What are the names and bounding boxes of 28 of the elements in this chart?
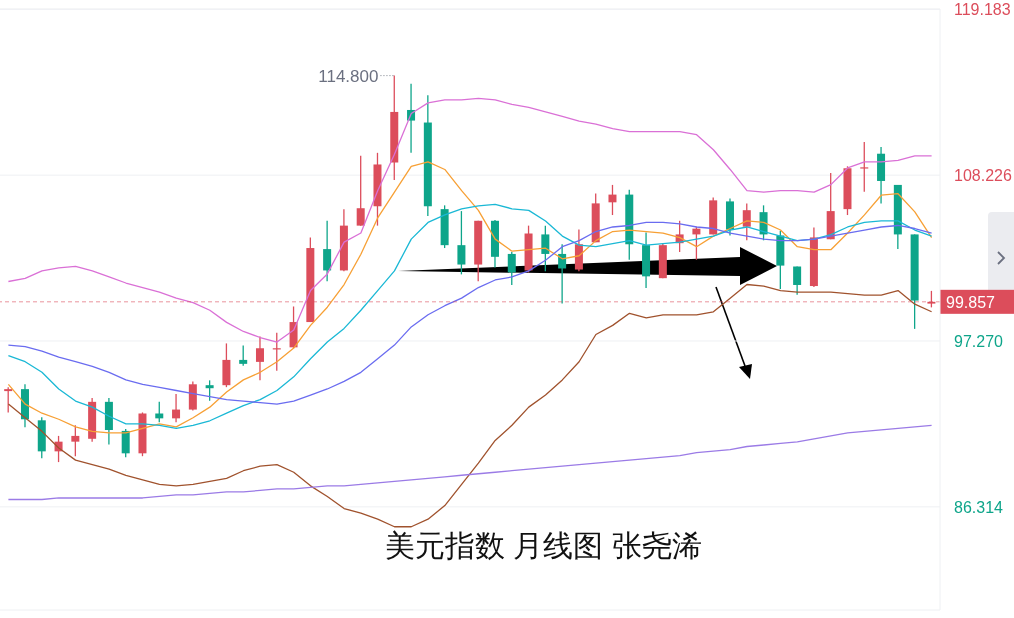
candlestick — [4, 386, 13, 414]
ref-line-label: 99.857 — [946, 293, 996, 311]
candlestick — [608, 184, 617, 216]
annotation: 114.800 — [318, 66, 379, 86]
candlestick — [323, 220, 332, 282]
annotation: 美元指数 月线图 张尧浠 — [385, 528, 702, 564]
candlestick — [71, 424, 80, 457]
y-tick-label: 108.226 — [954, 167, 1012, 185]
candlestick — [507, 251, 516, 286]
line-series — [7, 424, 933, 501]
candlestick — [742, 202, 751, 241]
candlestick — [356, 155, 365, 227]
line-series — [7, 221, 933, 405]
line-series — [7, 97, 933, 343]
candlestick — [860, 141, 869, 193]
candlestick — [255, 335, 264, 381]
candlestick — [457, 210, 466, 276]
line-series — [7, 283, 933, 528]
y-tick-label: 119.183 — [954, 1, 1011, 19]
y-tick-label: 97.270 — [954, 332, 1004, 350]
candlestick — [541, 224, 550, 272]
candlestick — [172, 393, 181, 423]
line-series — [7, 203, 933, 429]
candlestick — [793, 265, 802, 296]
candlestick — [205, 379, 214, 402]
candlestick — [121, 428, 130, 458]
candlestick — [239, 344, 248, 367]
y-tick-label: 86.314 — [954, 498, 1004, 516]
